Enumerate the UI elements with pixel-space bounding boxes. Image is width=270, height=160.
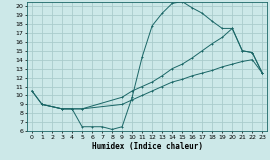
X-axis label: Humidex (Indice chaleur): Humidex (Indice chaleur) [92, 142, 203, 152]
